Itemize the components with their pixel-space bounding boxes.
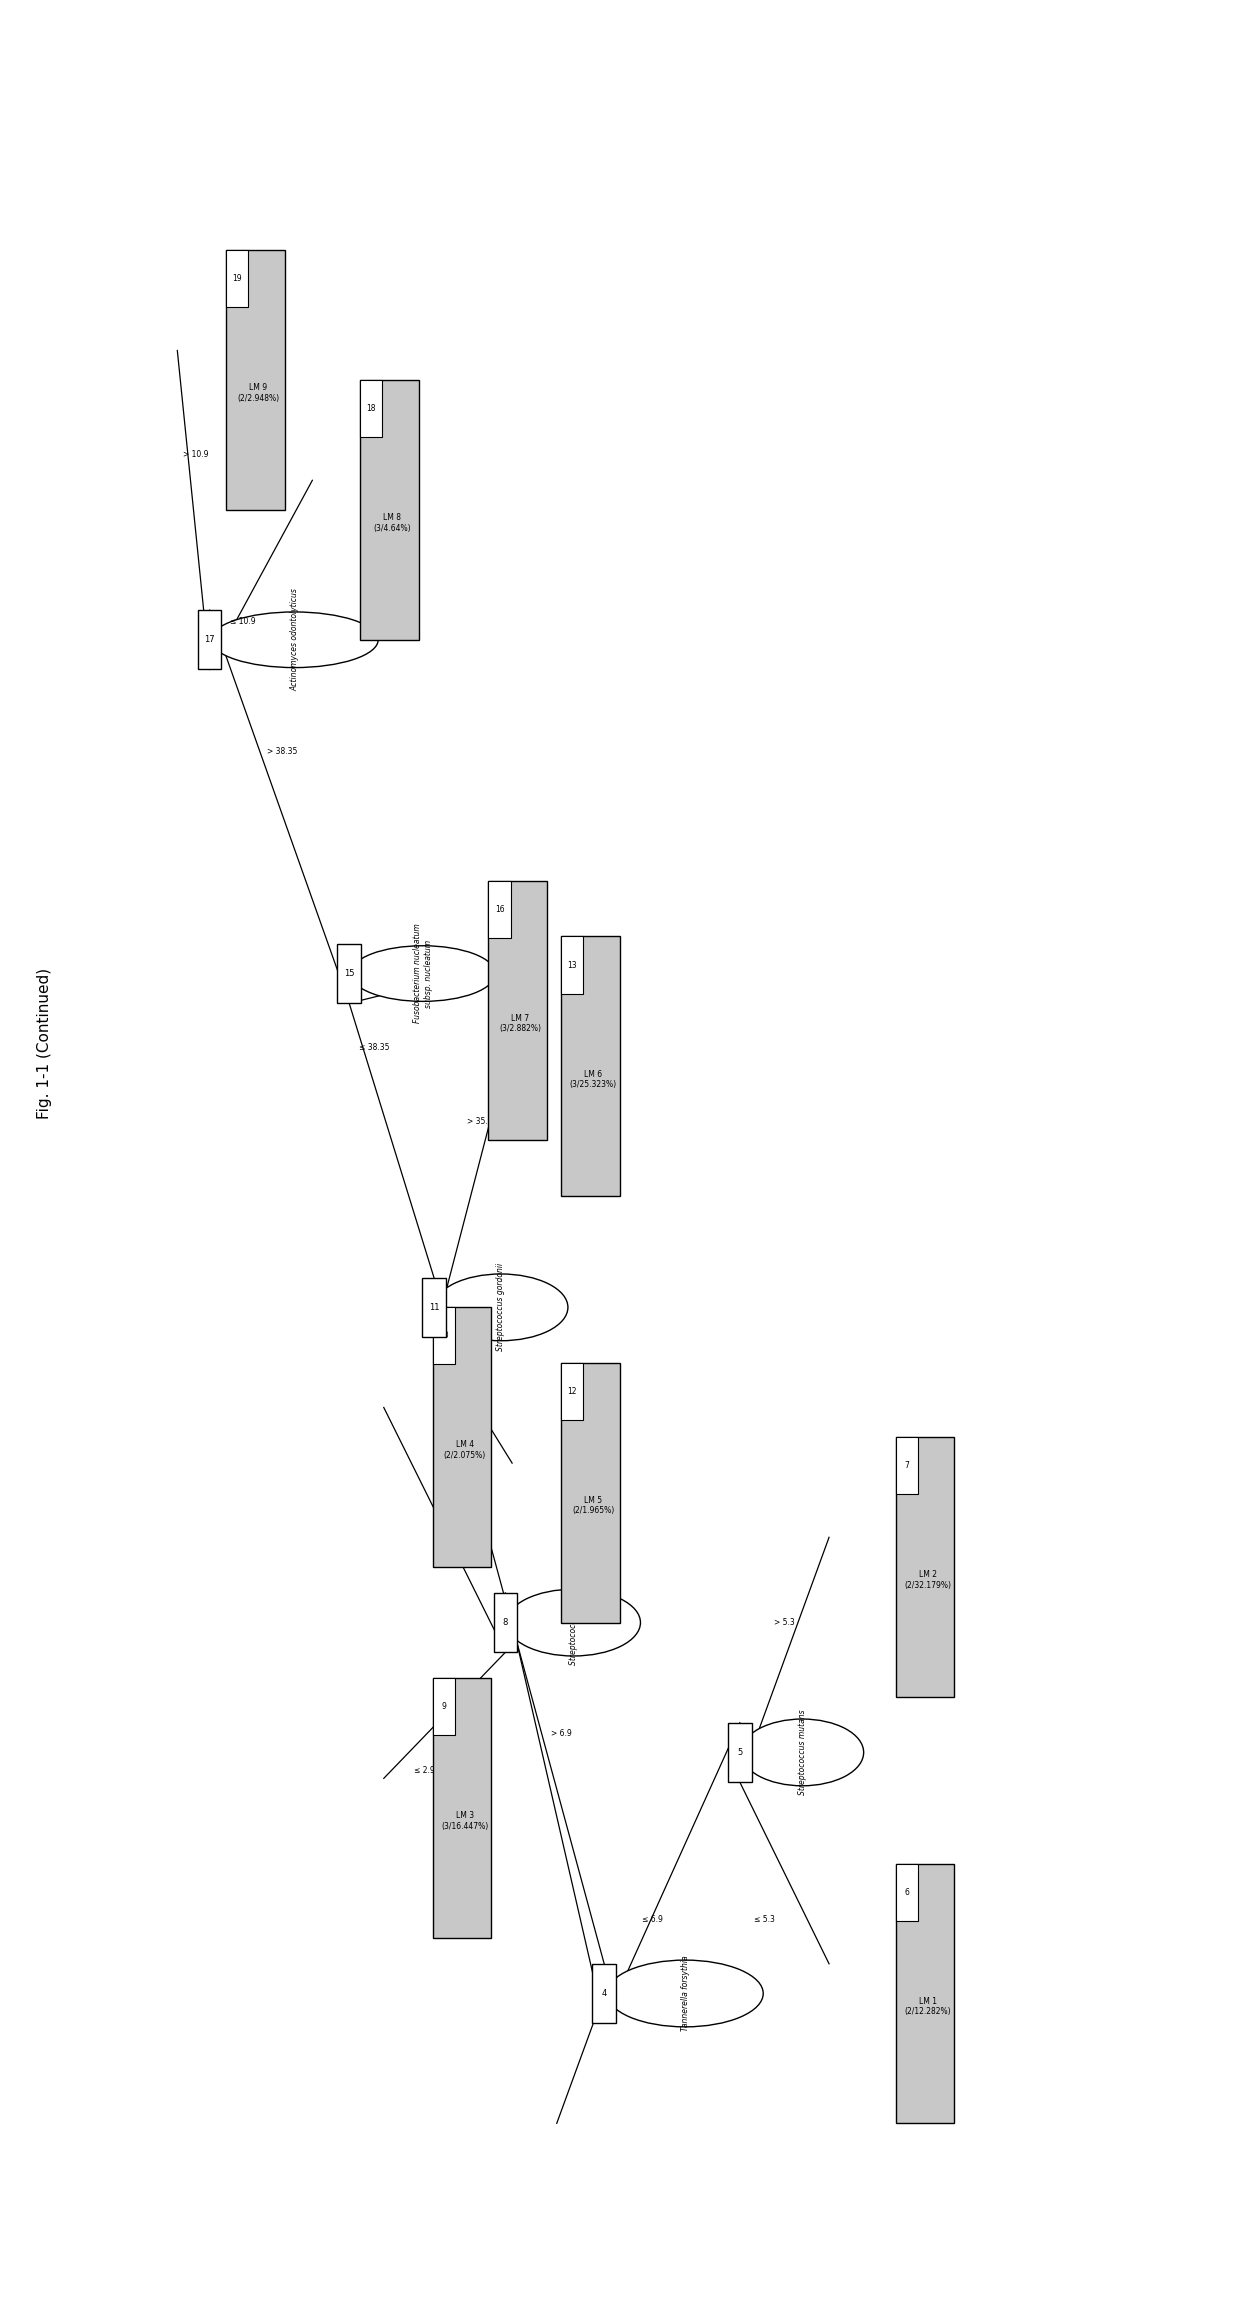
Bar: [360, 380, 382, 438]
Bar: [494, 1592, 517, 1653]
Text: LM 5
(2/1.965%): LM 5 (2/1.965%): [572, 1495, 614, 1516]
Text: > 2.95: > 2.95: [439, 1470, 465, 1479]
Bar: [489, 881, 547, 1140]
Text: 18: 18: [367, 403, 376, 413]
Text: LM 9
(2/2.948%): LM 9 (2/2.948%): [237, 382, 279, 403]
Text: 11: 11: [429, 1303, 439, 1312]
Text: > 35.45: > 35.45: [467, 1117, 498, 1127]
Text: > 10.9: > 10.9: [184, 450, 208, 459]
Text: ≤ 38.35: ≤ 38.35: [358, 1043, 389, 1052]
Text: Streptococcus mutans: Streptococcus mutans: [797, 1711, 807, 1794]
Bar: [433, 1307, 491, 1567]
Bar: [895, 1864, 918, 1922]
Text: 7: 7: [904, 1460, 909, 1470]
Text: LM 7
(3/2.882%): LM 7 (3/2.882%): [500, 1013, 542, 1034]
Text: ≤ 6.9: ≤ 6.9: [642, 1915, 663, 1924]
Ellipse shape: [742, 1720, 864, 1785]
Ellipse shape: [351, 946, 496, 1001]
Text: LM 8
(3/4.64%): LM 8 (3/4.64%): [373, 512, 410, 533]
Bar: [560, 936, 620, 1196]
Text: LM 2
(2/32.179%): LM 2 (2/32.179%): [904, 1569, 951, 1590]
Text: ≤ 5.3: ≤ 5.3: [754, 1915, 774, 1924]
Bar: [433, 1678, 491, 1938]
Bar: [560, 1363, 583, 1421]
Text: Tannerella forsythia: Tannerella forsythia: [681, 1956, 689, 2031]
Ellipse shape: [434, 1275, 568, 1340]
Text: 17: 17: [205, 635, 215, 644]
Bar: [337, 943, 361, 1004]
Text: 5: 5: [737, 1748, 743, 1757]
Text: Fig. 1-1 (Continued): Fig. 1-1 (Continued): [37, 967, 52, 1120]
Bar: [360, 380, 419, 640]
Ellipse shape: [211, 612, 378, 668]
Text: 12: 12: [568, 1386, 577, 1395]
Bar: [226, 250, 285, 510]
Text: LM 1
(2/12.282%): LM 1 (2/12.282%): [904, 1996, 951, 2017]
Text: 8: 8: [502, 1618, 508, 1627]
Bar: [895, 1437, 918, 1495]
Bar: [560, 1363, 620, 1623]
Ellipse shape: [506, 1590, 641, 1655]
Ellipse shape: [608, 1961, 764, 2026]
Text: ≤ 10.9: ≤ 10.9: [229, 617, 255, 626]
Text: LM 6
(3/25.323%): LM 6 (3/25.323%): [569, 1069, 616, 1089]
Bar: [895, 1864, 955, 2123]
Text: ≤ 2.95: ≤ 2.95: [414, 1766, 439, 1776]
Text: > 38.35: > 38.35: [267, 746, 296, 756]
Text: 6: 6: [904, 1887, 909, 1896]
Bar: [433, 1678, 455, 1736]
Text: Streptococcus gordonii: Streptococcus gordonii: [496, 1263, 506, 1351]
Bar: [423, 1277, 445, 1337]
Text: Actinomyces odontolyticus: Actinomyces odontolyticus: [290, 589, 299, 691]
Text: LM 4
(2/2.075%): LM 4 (2/2.075%): [444, 1439, 486, 1460]
Bar: [198, 610, 222, 670]
Text: > 5.3: > 5.3: [774, 1618, 795, 1627]
Bar: [895, 1437, 955, 1697]
Bar: [593, 1963, 616, 2024]
Bar: [560, 936, 583, 994]
Text: LM 3
(3/16.447%): LM 3 (3/16.447%): [441, 1810, 489, 1831]
Text: 15: 15: [343, 969, 355, 978]
Text: > 6.9: > 6.9: [552, 1729, 572, 1738]
Text: ≤ 35.45: ≤ 35.45: [436, 1451, 467, 1460]
Text: 10: 10: [439, 1331, 449, 1340]
Text: 13: 13: [567, 960, 577, 969]
Text: 4: 4: [601, 1989, 606, 1998]
Bar: [489, 881, 511, 939]
Text: 16: 16: [495, 904, 505, 913]
Bar: [226, 250, 248, 308]
Bar: [728, 1722, 751, 1783]
Text: 19: 19: [232, 274, 242, 283]
Text: 9: 9: [441, 1701, 446, 1711]
Text: Fusobacterium nucleatum
subsp. nucleatum: Fusobacterium nucleatum subsp. nucleatum: [413, 923, 433, 1025]
Text: Streptococcus mutans: Streptococcus mutans: [569, 1581, 578, 1664]
Bar: [433, 1307, 455, 1365]
